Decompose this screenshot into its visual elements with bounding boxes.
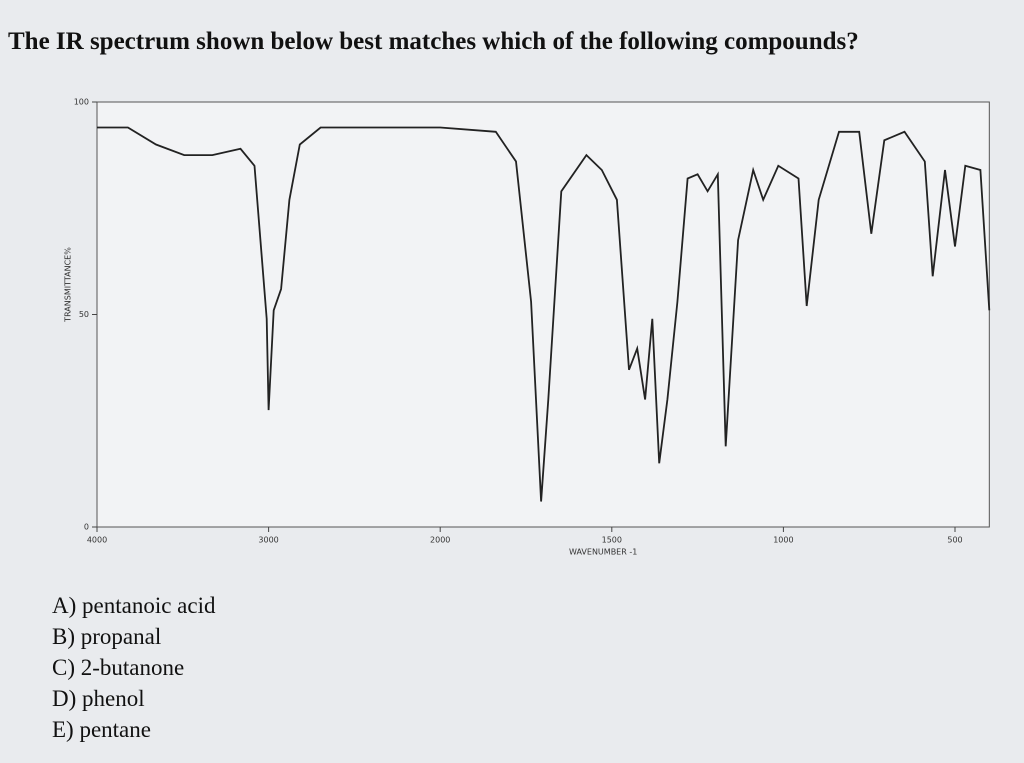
x-tick-label: 4000 [87,536,107,545]
question: The IR spectrum shown below best matches… [8,28,859,55]
x-tick-label: 500 [947,536,962,545]
spectrum-line [97,126,991,502]
option: A) pentanoic acid [52,593,216,618]
option: C) 2-butanone [52,655,185,680]
y-tick-label: 50 [79,310,89,319]
x-tick-label: 1500 [602,536,622,545]
x-tick-label: 2000 [430,536,450,545]
plot-frame [96,101,990,528]
option: D) phenol [52,686,145,711]
y-axis-label: TRANSMITTANCE% [64,247,73,323]
options: A) pentanoic acid B) propanal C) 2-butanon… [52,590,215,745]
x-tick-label: 1000 [773,536,793,545]
option: E) pentane [52,717,151,742]
x-tick-label: 3000 [258,536,278,545]
option: B) propanal [52,624,162,649]
y-tick-label: 100 [74,98,89,107]
x-axis-label: WAVENUMBER -1 [569,548,637,557]
chart: 0 50 100 4000 3000 2000 1500 1000 500 WAVENUMBER … [64,98,991,557]
y-tick-label: 0 [84,523,89,532]
